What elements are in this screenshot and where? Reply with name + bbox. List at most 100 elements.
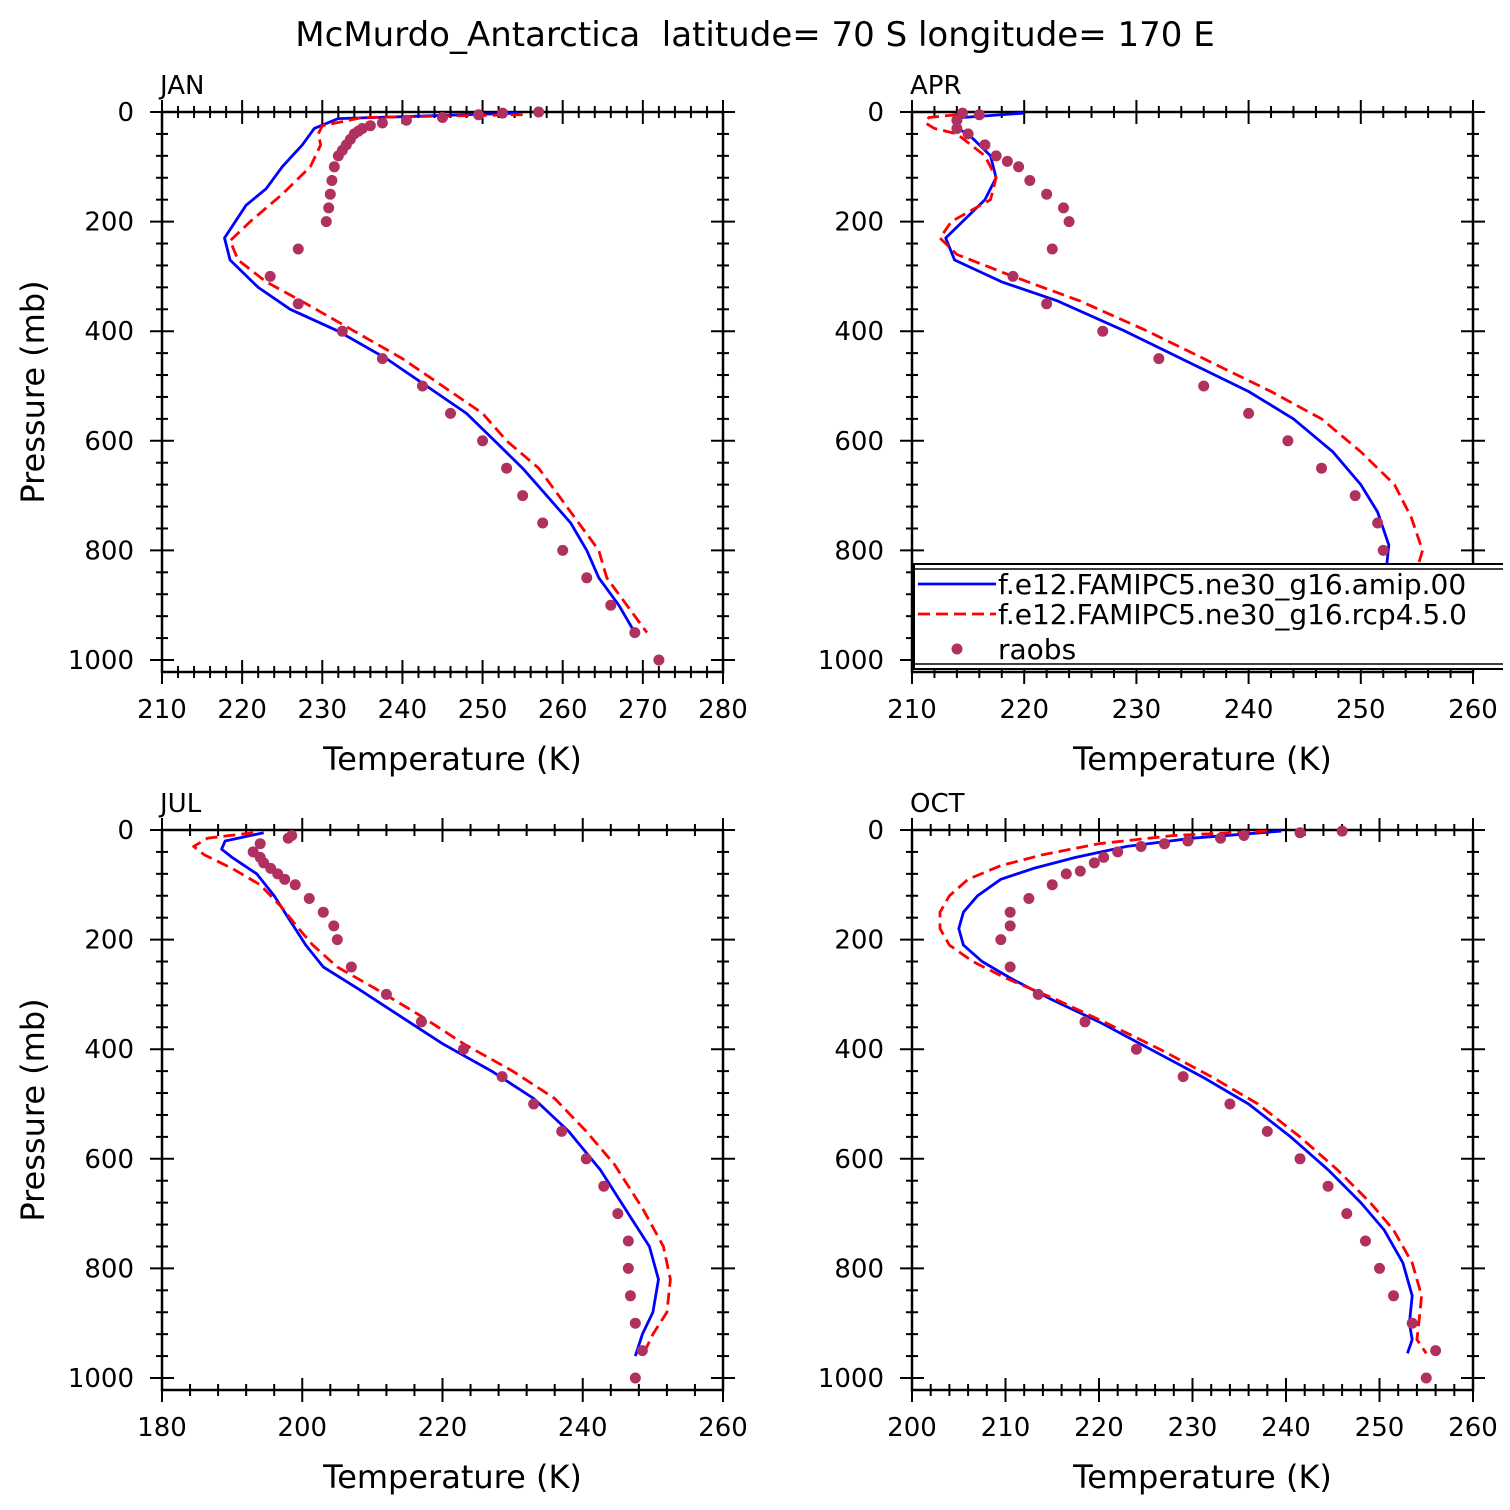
panel-apr: APR 210 220 230 240 250 260 0 200 400 600 800 1000 Te… — [818, 71, 1503, 778]
rcp-series-line — [924, 113, 1424, 636]
raobs-point — [517, 490, 529, 502]
raobs-point — [1341, 1208, 1353, 1220]
y-tick-label: 800 — [84, 536, 134, 566]
raobs-point — [1182, 835, 1194, 847]
x-axis-label: Temperature (K) — [322, 1458, 582, 1496]
raobs-point — [331, 934, 343, 946]
x-tick-label: 250 — [1336, 695, 1386, 725]
raobs-point — [629, 1317, 641, 1329]
raobs-point — [1004, 961, 1016, 973]
raobs-point — [1238, 829, 1250, 841]
raobs-point — [445, 407, 457, 419]
raobs-point — [1282, 435, 1294, 447]
plot-frame — [910, 828, 1475, 1392]
raobs-point — [1112, 846, 1124, 858]
x-tick-label: 280 — [698, 695, 748, 725]
raobs-point — [332, 150, 344, 162]
raobs-point — [951, 114, 963, 126]
legend-label: f.e12.FAMIPC5.ne30_g16.amip.00 — [998, 568, 1466, 601]
raobs-point — [1088, 857, 1100, 869]
raobs-point — [437, 111, 448, 123]
raobs-point — [1004, 920, 1016, 932]
panel-title: JUL — [158, 789, 202, 819]
raobs-point — [326, 175, 338, 186]
raobs-point — [1013, 161, 1025, 173]
raobs-point — [1374, 1262, 1385, 1274]
raobs-point — [1007, 270, 1019, 282]
y-tick-label: 800 — [834, 536, 884, 566]
raobs-point — [1060, 868, 1072, 880]
x-axis-label: Temperature (K) — [322, 740, 582, 778]
raobs-point — [415, 1016, 427, 1028]
raobs-point — [1130, 1043, 1142, 1055]
raobs-point — [1046, 243, 1058, 255]
x-tick-label: 260 — [698, 1413, 748, 1443]
raobs-point — [254, 838, 266, 850]
x-tick-label: 240 — [378, 695, 428, 725]
raobs-point — [1243, 407, 1255, 419]
panel-jan: JAN 210 220 230 240 250 260 270 280 0 200 400 600 800… — [14, 71, 748, 778]
raobs-point — [1294, 827, 1306, 839]
x-tick-label: 210 — [137, 695, 187, 725]
raobs-point — [1158, 838, 1170, 850]
raobs-point — [473, 109, 485, 121]
amip-series-line — [944, 111, 1391, 636]
raobs-point — [324, 188, 336, 200]
y-tick-label: 400 — [834, 317, 884, 347]
raobs-point — [279, 873, 291, 885]
x-tick-label: 210 — [981, 1413, 1031, 1443]
y-tick-label: 600 — [834, 1145, 884, 1175]
raobs-point — [533, 106, 545, 118]
x-tick-label: 240 — [1224, 695, 1274, 725]
raobs-point — [477, 435, 489, 447]
raobs-point — [951, 122, 963, 134]
y-tick-label: 0 — [117, 816, 134, 846]
raobs-point — [416, 380, 428, 392]
y-tick-label: 400 — [84, 1035, 134, 1065]
panel-oct: OCT 200 210 220 230 240 250 260 0 200 400 600 800 100… — [818, 789, 1498, 1496]
raobs-point — [528, 1098, 540, 1110]
x-tick-label: 260 — [1448, 1413, 1498, 1443]
raobs-point — [1322, 1180, 1334, 1192]
raobs-point — [605, 599, 617, 611]
raobs-point — [581, 572, 593, 584]
legend: f.e12.FAMIPC5.ne30_g16.amip.00f.e12.FAMI… — [913, 563, 1503, 670]
x-tick-label: 230 — [1112, 695, 1162, 725]
raobs-point — [995, 934, 1007, 946]
amip-series-line — [957, 829, 1414, 1354]
raobs-point — [323, 202, 335, 214]
raobs-point — [1004, 906, 1016, 918]
y-tick-label: 600 — [84, 427, 134, 457]
raobs-point — [1294, 1153, 1306, 1165]
raobs-point — [557, 544, 569, 556]
raobs-point — [580, 1153, 592, 1165]
raobs-point — [624, 1290, 636, 1302]
x-tick-label: 220 — [999, 695, 1049, 725]
y-tick-label: 800 — [834, 1254, 884, 1284]
x-tick-label: 250 — [458, 695, 508, 725]
raobs-point — [1177, 1071, 1189, 1083]
raobs-point — [497, 107, 509, 119]
y-tick-label: 600 — [834, 427, 884, 457]
raobs-point — [1430, 1345, 1442, 1357]
y-tick-label: 0 — [117, 98, 134, 128]
raobs-point — [1261, 1125, 1273, 1137]
raobs-point — [320, 216, 332, 228]
raobs-point — [1032, 988, 1044, 1000]
raobs-point — [636, 1345, 648, 1357]
panel-title: JAN — [158, 71, 204, 101]
raobs-point — [328, 161, 340, 173]
raobs-point — [336, 325, 348, 337]
rcp-series-line — [938, 829, 1428, 1355]
x-tick-label: 210 — [887, 695, 937, 725]
raobs-point — [1046, 879, 1058, 891]
raobs-point — [1024, 175, 1036, 186]
y-tick-label: 400 — [84, 317, 134, 347]
raobs-point — [376, 117, 388, 129]
x-tick-label: 240 — [1261, 1413, 1311, 1443]
raobs-point — [979, 139, 991, 151]
raobs-point — [292, 298, 304, 310]
raobs-point — [1023, 893, 1035, 904]
x-tick-label: 200 — [887, 1413, 937, 1443]
raobs-point — [962, 128, 974, 140]
